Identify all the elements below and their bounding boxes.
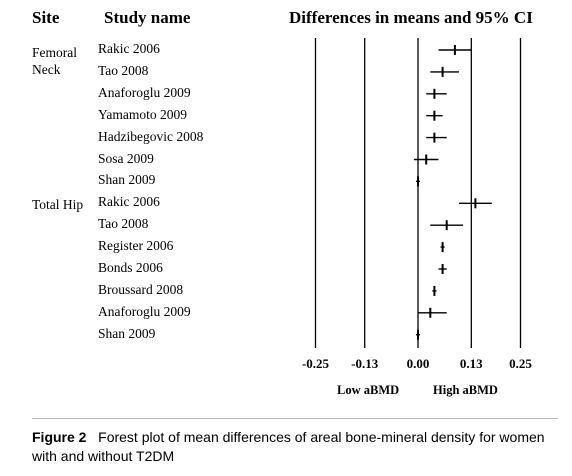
study-label: Hadzibegovic 2008 [98, 128, 204, 144]
study-label: Anaforoglu 2009 [98, 84, 191, 100]
plot-title: Differences in means and 95% CI [289, 8, 533, 27]
study-label: Bonds 2006 [98, 260, 163, 275]
study-label: Rakic 2006 [98, 194, 160, 210]
study-label: Register 2006 [98, 238, 174, 254]
study-label: Shan 2009 [98, 172, 156, 188]
figure-label: Figure 2 [32, 429, 87, 445]
site-label-femoral-neck: Femoral Neck [32, 45, 77, 77]
study-label: Rakic 2006 [98, 41, 160, 56]
caption-text: Forest plot of mean differences of areal… [32, 429, 545, 464]
high-abmd-label: High aBMD [433, 383, 498, 397]
study-label: Tao 2008 [98, 216, 149, 232]
study-label: Tao 2008 [98, 62, 149, 78]
x-tick-label: -0.25 [301, 356, 330, 371]
study-label: Sosa 2009 [98, 150, 154, 166]
low-abmd-label: Low aBMD [337, 383, 400, 397]
study-column-header: Study name [104, 8, 191, 27]
study-label: Yamamoto 2009 [98, 106, 188, 122]
x-tick-label: 0.00 [406, 356, 430, 371]
site-column-header: Site [32, 8, 60, 27]
study-label: Broussard 2008 [98, 281, 184, 297]
study-label: Shan 2009 [98, 325, 156, 341]
x-tick-label: 0.25 [509, 356, 532, 371]
caption-divider [32, 418, 558, 419]
figure-caption: Figure 2 Forest plot of mean differences… [32, 428, 562, 466]
x-tick-label: -0.13 [351, 356, 379, 371]
study-label: Anaforoglu 2009 [98, 303, 191, 319]
site-label-total-hip: Total Hip [32, 197, 84, 212]
x-tick-label: 0.13 [459, 356, 483, 371]
